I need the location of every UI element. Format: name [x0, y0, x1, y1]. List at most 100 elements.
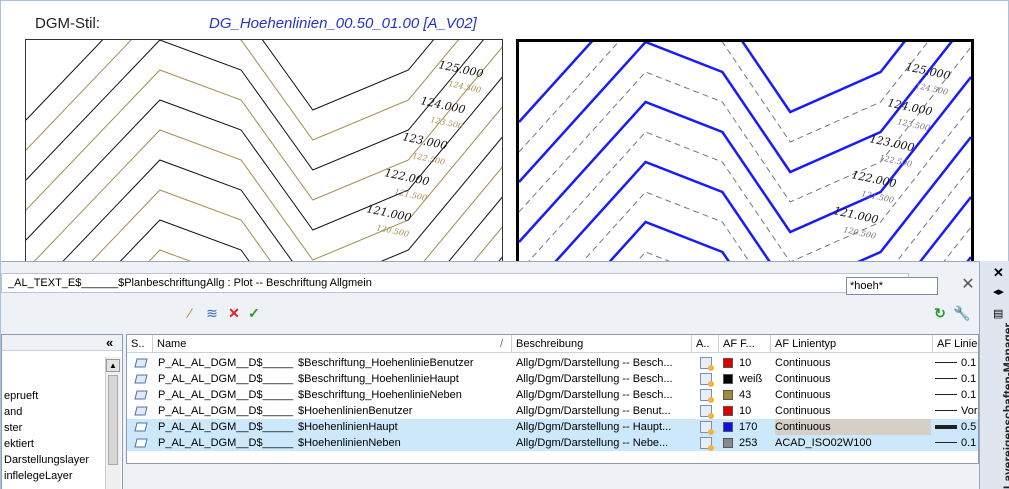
color-swatch[interactable]: [723, 358, 733, 368]
palette-side-strip: [979, 261, 1009, 489]
contour-preview-left: 125.000124.500124.000123.500123.000122.5…: [26, 40, 502, 261]
tree-item[interactable]: ster: [4, 422, 23, 434]
delete-layer-icon[interactable]: ✕: [228, 305, 240, 321]
tree-item[interactable]: ektiert: [4, 438, 34, 450]
layer-lineweight[interactable]: 0.1: [961, 437, 977, 449]
current-layer-bar: _AL_TEXT_E$______$PlanbeschriftungAllg :…: [1, 273, 909, 293]
scroll-up-icon[interactable]: ▲: [106, 359, 120, 372]
color-swatch[interactable]: [723, 390, 733, 400]
new-layer-vp-frozen-icon[interactable]: ≋: [206, 305, 218, 321]
override-icon: [700, 373, 714, 387]
new-layer-icon[interactable]: ⁄: [188, 305, 192, 321]
tree-item[interactable]: and: [4, 406, 23, 418]
layer-lineweight[interactable]: Vor: [961, 405, 978, 417]
layer-property-icon[interactable]: [698, 419, 716, 435]
properties-menu-icon[interactable]: ▤: [993, 308, 1004, 320]
layer-color-value: weiß: [739, 373, 763, 385]
col-header-linetype[interactable]: AF Linientyp: [771, 335, 933, 353]
layer-filter-tree[interactable]: « eprueft and ster ektiert Darstellungsl…: [1, 334, 123, 489]
layer-linetype[interactable]: Continuous: [775, 405, 831, 417]
layer-grid: S.. Name / Beschreibung A.. AF F... AF Li…: [126, 334, 979, 464]
major-contour-line: [519, 42, 906, 123]
autohide-icon[interactable]: ◂▸: [993, 286, 1005, 298]
layer-name-suffix: $Beschriftung_HoehenlinieBenutzer: [298, 357, 474, 369]
col-header-description[interactable]: Beschreibung: [512, 335, 692, 353]
minor-contour-label: 124.500: [915, 81, 949, 97]
col-header-status[interactable]: S..: [127, 335, 153, 353]
major-contour-line: [554, 136, 971, 261]
layer-sheet-icon: [134, 438, 148, 448]
collapse-tree-icon[interactable]: «: [106, 335, 114, 350]
layer-sheet-icon: [134, 374, 148, 384]
layer-property-icon[interactable]: [698, 355, 716, 371]
major-contour-line: [119, 196, 502, 261]
minor-contour-line: [91, 166, 502, 261]
override-icon: [700, 405, 714, 419]
layer-linetype[interactable]: Continuous: [775, 357, 831, 369]
color-swatch[interactable]: [723, 406, 733, 416]
col-header-a[interactable]: A..: [692, 335, 719, 353]
minor-contour-label: 120.500: [843, 225, 877, 241]
refresh-icon[interactable]: ↻: [934, 305, 946, 321]
contour-preview-right: 125.000124.500124.000123.500123.000122.5…: [519, 42, 971, 261]
preview-left: 125.000 124.500 124.000 123.500 123.000 122.5…: [25, 39, 503, 261]
table-row[interactable]: P_AL_AL_DGM__D$_____ $HoehenlinienNeben Al…: [127, 435, 978, 451]
table-row[interactable]: P_AL_AL_DGM__D$_____ $HoehenlinienHaupt Al…: [127, 419, 978, 435]
table-row[interactable]: P_AL_AL_DGM__D$_____ $Beschriftung_Hoehen…: [127, 371, 978, 387]
layer-property-icon[interactable]: [698, 403, 716, 419]
major-contour-label: 125.000: [904, 60, 951, 82]
layer-linetype[interactable]: Continuous: [775, 389, 831, 401]
minor-contour-line: [528, 106, 971, 261]
sort-icon: /: [499, 338, 503, 350]
color-swatch[interactable]: [723, 374, 733, 384]
layer-color-value: 43: [739, 389, 752, 401]
minor-contour-line: [582, 166, 971, 261]
settings-wrench-icon[interactable]: 🔧: [953, 305, 971, 321]
major-contour-line: [26, 40, 434, 121]
lineweight-sample: [935, 378, 957, 379]
color-swatch[interactable]: [723, 438, 733, 448]
layer-description: Allg/Dgm/Darstellung -- Besch...: [516, 373, 673, 385]
layer-name-prefix: P_AL_AL_DGM__D$_____: [158, 389, 294, 401]
layer-sheet-icon: [134, 406, 148, 416]
layer-name-prefix: P_AL_AL_DGM__D$_____: [158, 421, 294, 433]
layer-linetype[interactable]: ACAD_ISO02W100: [775, 437, 872, 449]
close-icon[interactable]: ✕: [993, 265, 1004, 280]
tree-item[interactable]: inflelegeLayer: [4, 470, 73, 482]
layer-lineweight[interactable]: 0.1: [961, 373, 977, 385]
color-swatch[interactable]: [723, 422, 733, 432]
col-header-name[interactable]: Name /: [153, 335, 512, 353]
layer-lineweight[interactable]: 0.1: [961, 357, 977, 369]
layer-lineweight[interactable]: 0.1: [961, 389, 977, 401]
tree-item[interactable]: Darstellungslayer: [4, 454, 89, 466]
current-layer-text: _AL_TEXT_E$______$PlanbeschriftungAllg :…: [8, 277, 372, 289]
dgm-style-name: DG_Hoehenlinien_00.50_01.00 [A_V02]: [209, 15, 477, 32]
lineweight-sample: [935, 410, 957, 411]
override-icon: [700, 357, 714, 371]
layer-name-prefix: P_AL_AL_DGM__D$_____: [158, 357, 294, 369]
col-header-color[interactable]: AF F...: [719, 335, 771, 353]
override-icon: [700, 389, 714, 403]
scroll-thumb[interactable]: [108, 375, 118, 465]
layer-name-suffix: $HoehenlinienHaupt: [298, 421, 398, 433]
table-row[interactable]: P_AL_AL_DGM__D$_____ $Beschriftung_Hoehen…: [127, 355, 978, 371]
layer-description: Allg/Dgm/Darstellung -- Nebe...: [516, 437, 669, 449]
table-row[interactable]: P_AL_AL_DGM__D$_____ $HoehenlinienBenutze…: [127, 403, 978, 419]
col-header-lineweight[interactable]: AF Linier: [933, 335, 978, 353]
minor-contour-line: [33, 106, 502, 261]
override-icon: [700, 437, 714, 451]
table-row[interactable]: P_AL_AL_DGM__D$_____ $Beschriftung_Hoehen…: [127, 387, 978, 403]
layer-property-icon[interactable]: [698, 435, 716, 451]
layer-sheet-icon: [134, 358, 148, 368]
layer-lineweight[interactable]: 0.5: [961, 421, 977, 433]
layer-property-icon[interactable]: [698, 387, 716, 403]
layer-linetype[interactable]: Continuous: [775, 419, 931, 435]
search-clear-icon[interactable]: ✕: [961, 276, 975, 293]
layer-name-suffix: $HoehenlinienNeben: [298, 437, 401, 449]
layer-name-suffix: $Beschriftung_HoehenlinieHaupt: [298, 373, 459, 385]
layer-linetype[interactable]: Continuous: [775, 373, 831, 385]
layer-property-icon[interactable]: [698, 371, 716, 387]
tree-item[interactable]: eprueft: [4, 390, 39, 402]
set-current-icon[interactable]: ✓: [248, 305, 260, 321]
layer-search-input[interactable]: [846, 277, 938, 295]
